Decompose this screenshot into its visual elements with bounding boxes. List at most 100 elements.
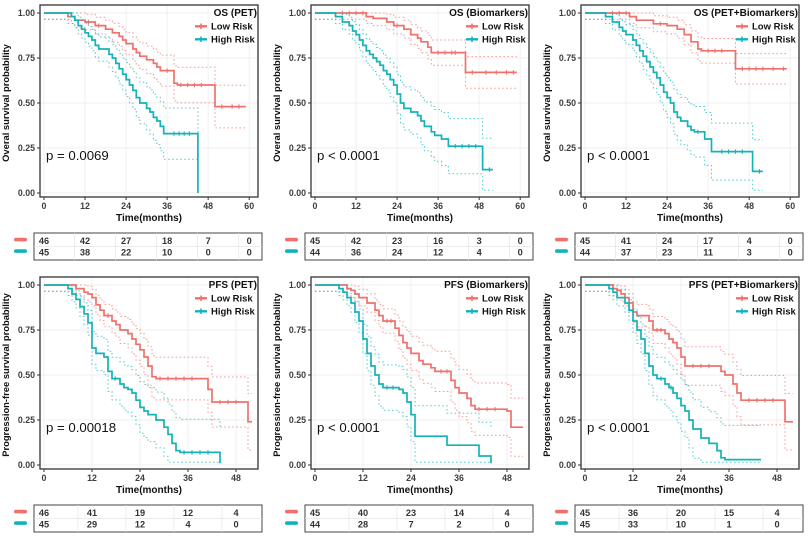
p-value-label: p = 0.0069 bbox=[46, 148, 109, 163]
at-risk-count: 4 bbox=[747, 236, 753, 246]
at-risk-count: 19 bbox=[135, 508, 145, 518]
at-risk-count: 45 bbox=[310, 508, 320, 518]
y-tick-label: 0.75 bbox=[289, 53, 306, 63]
legend-label: Low Risk bbox=[211, 294, 253, 305]
x-tick-label: 0 bbox=[42, 201, 47, 211]
at-risk-count: 46 bbox=[39, 508, 49, 518]
legend-title: OS (PET) bbox=[214, 8, 257, 19]
panel-os-pet: 1.000.750.500.250.0001224364860Time(mont… bbox=[0, 0, 270, 272]
at-risk-count: 0 bbox=[206, 248, 211, 258]
low-risk-row-marker bbox=[285, 238, 298, 242]
at-risk-count: 45 bbox=[580, 236, 590, 246]
x-tick-label: 48 bbox=[745, 201, 755, 211]
y-tick-label: 0.50 bbox=[559, 98, 576, 108]
x-tick-label: 24 bbox=[392, 201, 402, 211]
km-chart-os-pet-biomarkers: 1.000.750.500.250.0001224364860Time(mont… bbox=[541, 0, 811, 272]
y-axis-title: Progression-free survival probability bbox=[0, 292, 11, 456]
y-tick-label: 0.75 bbox=[18, 325, 35, 335]
x-tick-label: 0 bbox=[583, 473, 588, 483]
at-risk-count: 0 bbox=[233, 520, 238, 530]
y-tick-label: 0.00 bbox=[289, 460, 306, 470]
legend-title: OS (PET+Biomarkers) bbox=[694, 8, 798, 19]
x-tick-label: 12 bbox=[621, 201, 631, 211]
at-risk-count: 44 bbox=[310, 520, 321, 530]
panel-pfs-pet: 1.000.750.500.250.00012243648Time(months… bbox=[0, 272, 270, 544]
legend-label: Low Risk bbox=[482, 294, 524, 305]
at-risk-count: 45 bbox=[580, 508, 590, 518]
km-chart-os-pet: 1.000.750.500.250.0001224364860Time(mont… bbox=[0, 0, 270, 272]
at-risk-count: 12 bbox=[135, 520, 145, 530]
x-tick-label: 12 bbox=[358, 473, 368, 483]
legend-title: PFS (PET+Biomarkers) bbox=[689, 280, 798, 291]
high-risk-row-marker bbox=[555, 249, 568, 253]
at-risk-count: 1 bbox=[727, 520, 732, 530]
y-tick-label: 0.50 bbox=[289, 370, 306, 380]
high-risk-row-marker bbox=[285, 521, 298, 525]
at-risk-count: 38 bbox=[80, 248, 90, 258]
legend-label: High Risk bbox=[211, 35, 256, 46]
at-risk-count: 7 bbox=[206, 236, 211, 246]
y-tick-label: 0.25 bbox=[18, 143, 35, 153]
panel-os-pet-biomarkers: 1.000.750.500.250.0001224364860Time(mont… bbox=[541, 0, 811, 272]
panel-os-biomarkers: 1.000.750.500.250.0001224364860Time(mont… bbox=[271, 0, 541, 272]
x-tick-label: 36 bbox=[724, 473, 734, 483]
at-risk-count: 24 bbox=[662, 236, 673, 246]
x-tick-label: 36 bbox=[162, 201, 172, 211]
at-risk-count: 42 bbox=[351, 236, 361, 246]
at-risk-count: 37 bbox=[621, 248, 631, 258]
y-tick-label: 1.00 bbox=[559, 280, 576, 290]
at-risk-count: 27 bbox=[121, 236, 131, 246]
y-tick-label: 0.25 bbox=[289, 415, 306, 425]
x-tick-label: 48 bbox=[772, 473, 782, 483]
legend-label: High Risk bbox=[482, 35, 527, 46]
km-chart-pfs-pet-biomarkers: 1.000.750.500.250.00012243648Time(months… bbox=[541, 272, 811, 544]
x-tick-label: 12 bbox=[628, 473, 638, 483]
at-risk-count: 3 bbox=[476, 236, 481, 246]
legend-label: Low Risk bbox=[211, 22, 253, 33]
high-risk-row-marker bbox=[285, 249, 298, 253]
y-tick-label: 0.25 bbox=[559, 415, 576, 425]
at-risk-count: 0 bbox=[517, 248, 522, 258]
y-tick-label: 0.75 bbox=[289, 325, 306, 335]
x-tick-label: 36 bbox=[183, 473, 193, 483]
at-risk-count: 0 bbox=[775, 520, 780, 530]
panel-pfs-biomarkers: 1.000.750.500.250.00012243648Time(months… bbox=[271, 272, 541, 544]
y-axis-title: Overal survival probability bbox=[541, 43, 552, 162]
at-risk-count: 11 bbox=[704, 248, 714, 258]
at-risk-count: 22 bbox=[121, 248, 131, 258]
legend-title: OS (Biomarkers) bbox=[449, 8, 528, 19]
p-value-label: p < 0.0001 bbox=[317, 420, 380, 435]
at-risk-count: 44 bbox=[310, 248, 321, 258]
at-risk-count: 23 bbox=[392, 236, 402, 246]
y-tick-label: 0.25 bbox=[559, 143, 576, 153]
x-tick-label: 36 bbox=[704, 201, 714, 211]
legend-title: PFS (Biomarkers) bbox=[444, 280, 528, 291]
x-tick-label: 60 bbox=[515, 201, 525, 211]
at-risk-count: 44 bbox=[580, 248, 591, 258]
y-tick-label: 0.00 bbox=[18, 460, 35, 470]
at-risk-count: 36 bbox=[628, 508, 638, 518]
low-risk-row-marker bbox=[555, 510, 568, 514]
at-risk-count: 14 bbox=[454, 508, 465, 518]
at-risk-count: 0 bbox=[517, 236, 522, 246]
at-risk-count: 23 bbox=[662, 248, 672, 258]
km-chart-pfs-biomarkers: 1.000.750.500.250.00012243648Time(months… bbox=[271, 272, 541, 544]
risk-table: 45362015445331010 bbox=[555, 505, 803, 532]
x-axis-title: Time(months) bbox=[387, 485, 453, 496]
at-risk-count: 28 bbox=[358, 520, 368, 530]
at-risk-count: 18 bbox=[162, 236, 172, 246]
y-tick-label: 0.00 bbox=[559, 188, 576, 198]
risk-table: 45412417404437231130 bbox=[555, 233, 803, 260]
at-risk-count: 0 bbox=[247, 248, 252, 258]
x-axis-title: Time(months) bbox=[387, 213, 453, 224]
y-tick-label: 1.00 bbox=[18, 280, 35, 290]
x-axis-title: Time(months) bbox=[116, 213, 182, 224]
legend-label: High Risk bbox=[752, 307, 797, 318]
y-tick-label: 0.00 bbox=[289, 188, 306, 198]
panel-pfs-pet-biomarkers: 1.000.750.500.250.00012243648Time(months… bbox=[541, 272, 811, 544]
at-risk-count: 41 bbox=[621, 236, 631, 246]
y-axis-title: Overal survival probability bbox=[0, 43, 11, 162]
legend-label: Low Risk bbox=[752, 22, 794, 33]
risk-table: 46422718704538221000 bbox=[14, 233, 262, 260]
at-risk-count: 4 bbox=[476, 248, 482, 258]
